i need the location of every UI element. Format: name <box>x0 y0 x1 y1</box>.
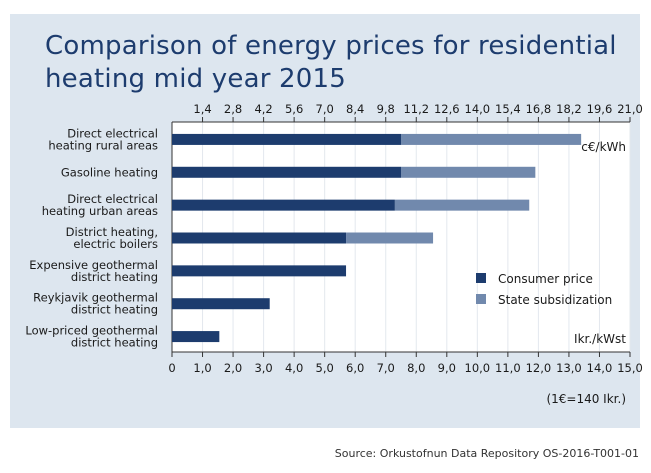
chart-title-line-1: Comparison of energy prices for resident… <box>45 31 617 61</box>
legend-label: Consumer price <box>498 272 593 286</box>
category-label: district heating <box>71 270 158 284</box>
bottom-axis-unit-label: Ikr./kWst <box>574 332 626 346</box>
top-tick-label: 18,2 <box>556 102 582 116</box>
top-tick-label: 14,0 <box>465 102 491 116</box>
bottom-tick-label: 11,0 <box>495 361 521 375</box>
chart-title-line-2: heating mid year 2015 <box>45 64 347 94</box>
bottom-tick-label: 7,0 <box>377 361 395 375</box>
category-label: Expensive geothermal <box>29 258 158 272</box>
bar-consumer-price <box>172 331 220 343</box>
legend-swatch <box>476 294 486 304</box>
bottom-tick-label: 14,0 <box>587 361 613 375</box>
category-label: District heating, <box>66 225 158 239</box>
top-tick-label: 5,6 <box>285 102 303 116</box>
category-label: heating rural areas <box>48 138 158 152</box>
exchange-rate-note: (1€=140 Ikr.) <box>546 392 626 406</box>
bar-consumer-price <box>172 232 347 244</box>
bottom-tick-label: 15,0 <box>617 361 643 375</box>
bottom-tick-label: 1,0 <box>193 361 211 375</box>
top-tick-label: 12,6 <box>434 102 460 116</box>
category-label: Low-priced geothermal <box>25 324 158 338</box>
category-label: Direct electrical <box>67 126 158 140</box>
chart-title: Comparison of energy prices for resident… <box>45 30 617 96</box>
bar-state-subsidization <box>401 166 536 178</box>
bottom-tick-label: 13,0 <box>556 361 582 375</box>
category-label: district heating <box>71 303 158 317</box>
bottom-tick-label: 3,0 <box>254 361 272 375</box>
bottom-tick-label: 10,0 <box>465 361 491 375</box>
top-tick-label: 9,8 <box>377 102 395 116</box>
top-tick-label: 2,8 <box>224 102 242 116</box>
category-label: heating urban areas <box>42 204 158 218</box>
category-label: Reykjavik geothermal <box>33 291 158 305</box>
category-label: electric boilers <box>73 237 158 251</box>
top-tick-label: 19,6 <box>587 102 613 116</box>
legend-swatch <box>476 273 486 283</box>
category-label: Gasoline heating <box>61 165 158 179</box>
top-tick-label: 16,8 <box>526 102 552 116</box>
bottom-tick-label: 12,0 <box>526 361 552 375</box>
source-note: Source: Orkustofnun Data Repository OS-2… <box>334 447 639 460</box>
bottom-tick-label: 0 <box>168 361 175 375</box>
bar-consumer-price <box>172 298 270 310</box>
bottom-tick-label: 8,0 <box>407 361 425 375</box>
bar-state-subsidization <box>394 199 530 211</box>
bar-consumer-price <box>172 265 347 277</box>
top-tick-label: 21,0 <box>617 102 643 116</box>
top-axis-unit-label: c€/kWh <box>581 140 626 154</box>
legend-label: State subsidization <box>498 293 612 307</box>
top-tick-label: 11,2 <box>403 102 429 116</box>
top-tick-label: 1,4 <box>193 102 211 116</box>
top-tick-label: 8,4 <box>346 102 364 116</box>
bottom-tick-label: 9,0 <box>438 361 456 375</box>
bottom-tick-label: 5,0 <box>316 361 334 375</box>
top-tick-label: 4,2 <box>254 102 272 116</box>
bar-consumer-price <box>172 199 395 211</box>
bottom-tick-label: 6,0 <box>346 361 364 375</box>
category-label: district heating <box>71 336 158 350</box>
bar-consumer-price <box>172 133 401 145</box>
bar-state-subsidization <box>346 232 434 244</box>
bottom-tick-label: 4,0 <box>285 361 303 375</box>
category-label: Direct electrical <box>67 192 158 206</box>
bar-state-subsidization <box>401 133 582 145</box>
top-tick-label: 7,0 <box>316 102 334 116</box>
top-tick-label: 15,4 <box>495 102 521 116</box>
bottom-tick-label: 2,0 <box>224 361 242 375</box>
bar-consumer-price <box>172 166 401 178</box>
